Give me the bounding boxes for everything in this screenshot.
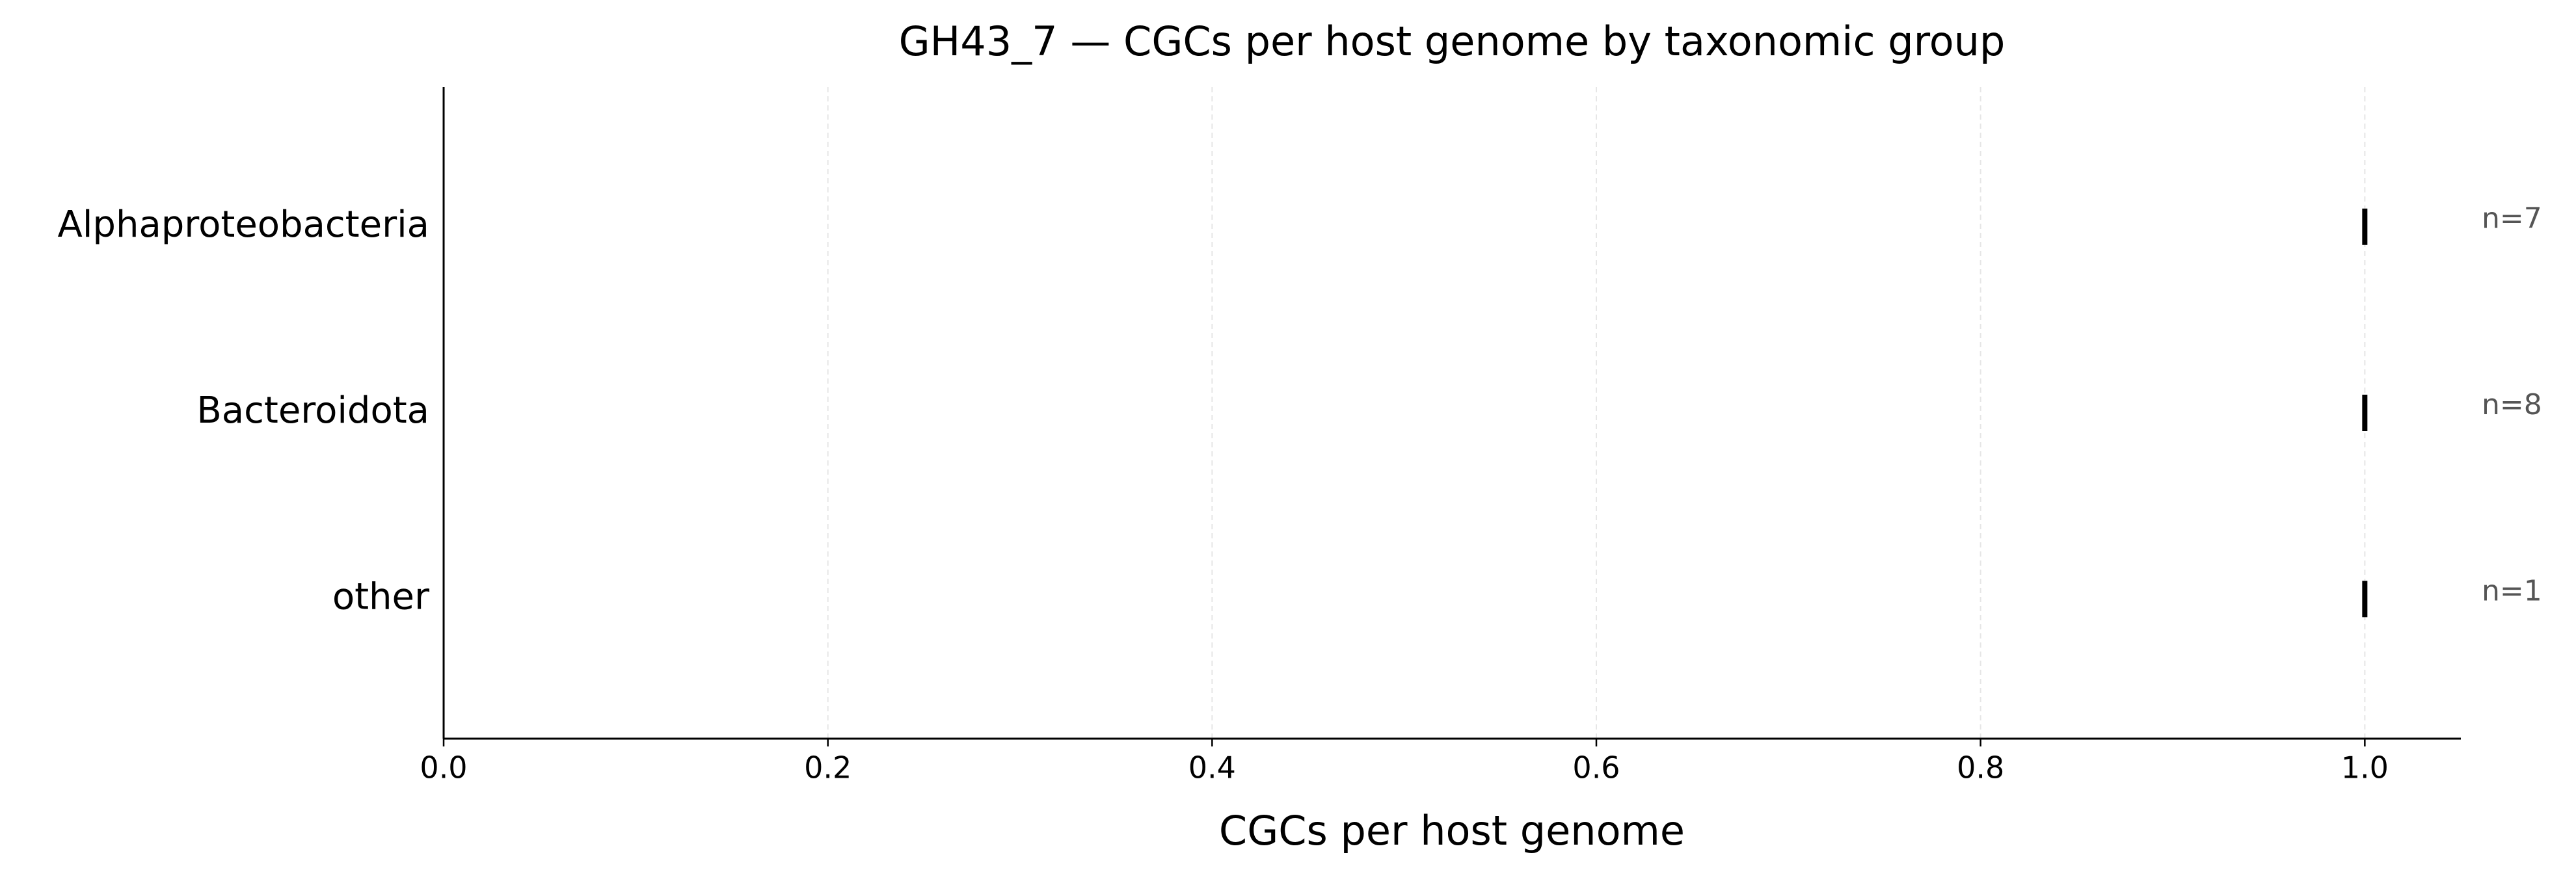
x-tick-label: 0.2 [804,750,852,785]
count-annotation: n=1 [2482,574,2542,607]
y-tick-label: other [332,575,430,618]
x-tick-label: 0.4 [1188,750,1236,785]
x-tick-label: 0.8 [1957,750,2004,785]
y-tick-label: Bacteroidota [196,389,429,432]
x-tick-label: 0.0 [420,750,467,785]
count-annotation: n=7 [2482,202,2542,235]
x-tick-label: 0.6 [1572,750,1620,785]
y-tick-label: Alphaproteobacteria [58,204,429,246]
x-tick-label: 1.0 [2341,750,2389,785]
count-annotation: n=8 [2482,388,2542,421]
x-axis-label: CGCs per host genome [1219,807,1685,854]
chart-title: GH43_7 — CGCs per host genome by taxonom… [899,18,2006,65]
